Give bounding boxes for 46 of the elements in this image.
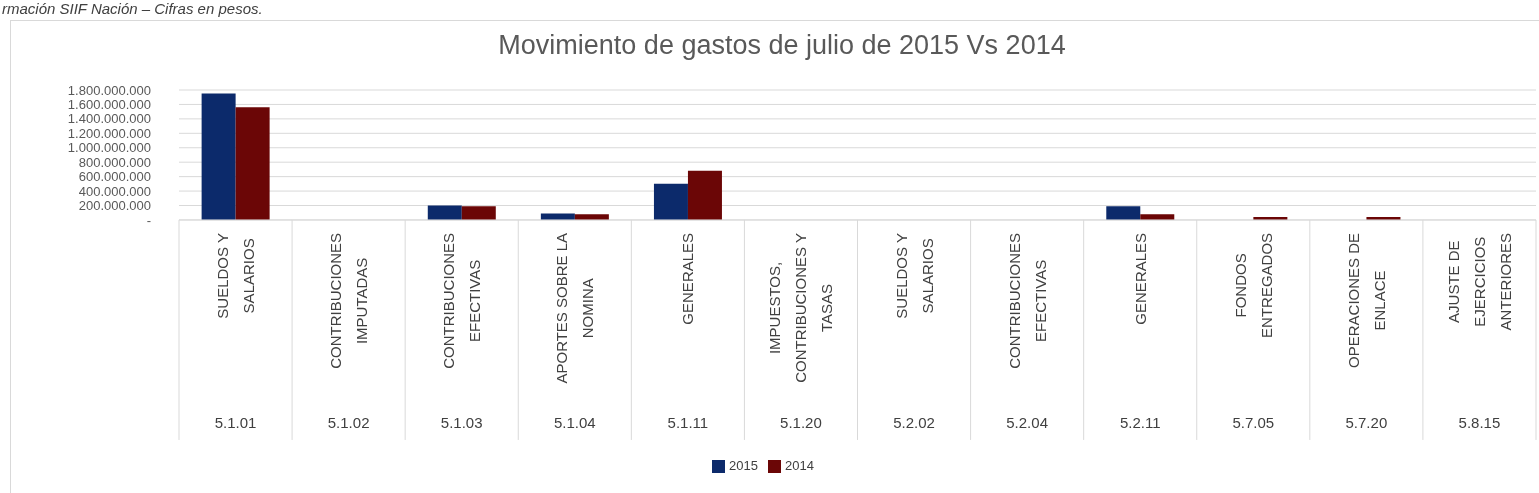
text: 5.1.02 — [327, 414, 370, 432]
x-tick-label: AJUSTE DE EJERCICIOS ANTERIORES — [1444, 232, 1514, 331]
y-tick-label: 400.000.000 — [78, 183, 151, 199]
bar — [687, 170, 722, 220]
text: rmación SIIF Nación – Cifras en pesos. — [2, 0, 263, 18]
y-tick-label: 1.800.000.000 — [67, 82, 151, 98]
text: 5.1.20 — [780, 414, 822, 432]
x-tick-label: OPERACIONES DE ENLACE — [1344, 232, 1388, 368]
x-tick-label: SUELDOS Y SALARIOS — [892, 233, 936, 319]
text: 5.2.04 — [1006, 414, 1048, 432]
bar — [461, 206, 496, 220]
bar — [540, 213, 575, 220]
y-tick-label: 1.400.000.000 — [67, 111, 151, 127]
bar — [201, 93, 236, 220]
text: 5.7.20 — [1345, 414, 1388, 432]
text: 5.2.11 — [1119, 414, 1161, 432]
bar — [1106, 206, 1141, 220]
x-tick-label: APORTES SOBRE LA NOMINA — [553, 232, 597, 384]
text: 5.1.11 — [667, 414, 709, 432]
bar — [653, 183, 688, 220]
y-tick-label: 800.000.000 — [78, 154, 151, 170]
x-tick-label: GENERALES — [1131, 232, 1149, 325]
text: 5.1.03 — [440, 414, 483, 432]
legend-label: 2015 — [729, 457, 758, 473]
x-tick-label: FONDOS ENTREGADOS — [1231, 232, 1275, 338]
bar — [235, 107, 270, 220]
y-tick-label: - — [146, 212, 151, 228]
y-tick-label: 1.000.000.000 — [67, 140, 151, 156]
x-tick-label: CONTRIBUCIONES EFECTIVAS — [440, 232, 484, 369]
text: 5.7.05 — [1232, 414, 1275, 432]
text: 5.1.01 — [214, 414, 257, 432]
x-tick-label: CONTRIBUCIONES IMPUTADAS — [327, 232, 371, 369]
y-tick-label: 1.200.000.000 — [67, 125, 151, 141]
y-tick-label: 1.600.000.000 — [67, 97, 151, 113]
legend-label: 2014 — [785, 457, 814, 473]
x-tick-label: SUELDOS Y SALARIOS — [214, 233, 258, 319]
y-tick-label: 600.000.000 — [78, 169, 151, 185]
x-tick-label: CONTRIBUCIONES EFECTIVAS — [1005, 232, 1049, 369]
text: 5.8.15 — [1458, 414, 1501, 432]
chart-title: Movimiento de gastos de julio de 2015 Vs 2014 — [497, 29, 1067, 62]
x-tick-label: IMPUESTOS, CONTRIBUCIONES Y TASAS — [766, 233, 836, 383]
x-tick-label: GENERALES — [679, 232, 697, 325]
y-tick-label: 200.000.000 — [78, 198, 151, 214]
text: 5.2.02 — [893, 414, 935, 432]
text: 5.1.04 — [553, 414, 596, 432]
bar — [427, 205, 462, 220]
